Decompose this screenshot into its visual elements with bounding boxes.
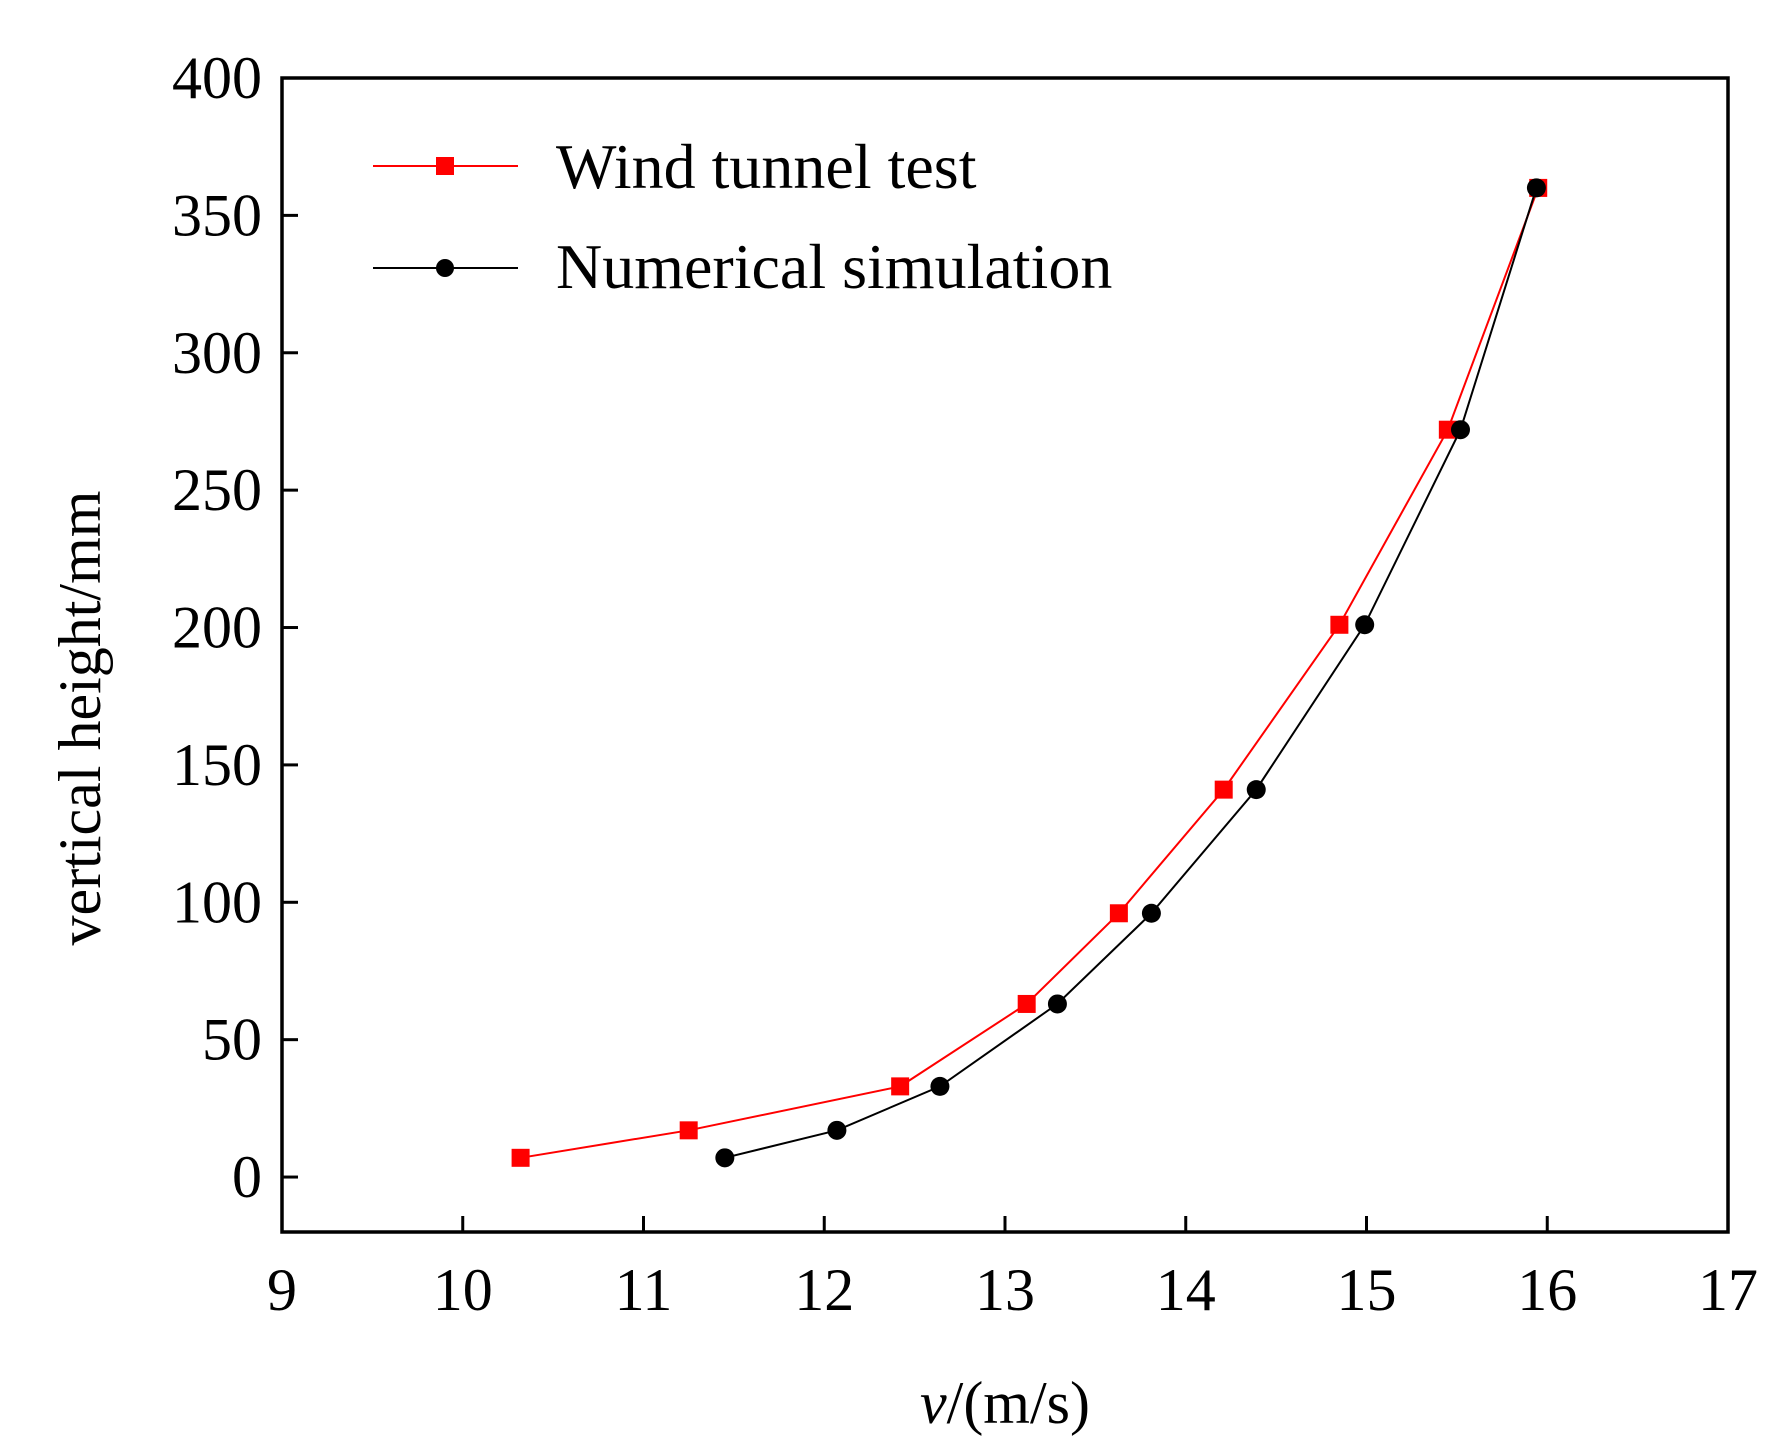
y-tick-label: 150 bbox=[172, 732, 262, 798]
legend-marker-wind-tunnel bbox=[436, 157, 454, 175]
legend-label-wind-tunnel: Wind tunnel test bbox=[556, 131, 977, 202]
data-point-numerical-simulation bbox=[715, 1148, 735, 1168]
y-tick-label: 300 bbox=[172, 320, 262, 386]
x-tick-label: 15 bbox=[1337, 1257, 1397, 1323]
x-tick-label: 10 bbox=[433, 1257, 493, 1323]
x-tick-label: 16 bbox=[1517, 1257, 1577, 1323]
data-point-wind-tunnel-test bbox=[679, 1121, 698, 1140]
data-point-numerical-simulation bbox=[1141, 903, 1161, 923]
data-point-numerical-simulation bbox=[1526, 178, 1546, 198]
data-point-numerical-simulation bbox=[930, 1076, 950, 1096]
x-tick-label: 11 bbox=[615, 1257, 673, 1323]
x-tick-label: 12 bbox=[794, 1257, 854, 1323]
legend-marker-numerical-simulation bbox=[436, 259, 454, 277]
x-tick-label: 14 bbox=[1156, 1257, 1216, 1323]
data-point-numerical-simulation bbox=[1246, 780, 1266, 800]
y-tick-label: 400 bbox=[172, 45, 262, 111]
data-point-wind-tunnel-test bbox=[1109, 904, 1128, 923]
x-axis-title-unit: /(m/s) bbox=[947, 1370, 1090, 1436]
y-tick-label: 350 bbox=[172, 182, 262, 248]
y-tick-label: 50 bbox=[202, 1007, 262, 1073]
data-point-numerical-simulation bbox=[1450, 420, 1470, 440]
y-tick-label: 0 bbox=[232, 1144, 262, 1210]
x-axis-title-variable: v bbox=[920, 1370, 947, 1436]
data-point-wind-tunnel-test bbox=[511, 1148, 530, 1167]
legend: Wind tunnel test Numerical simulation bbox=[373, 131, 1112, 302]
x-tick-label: 17 bbox=[1698, 1257, 1758, 1323]
x-axis-title: v/(m/s) bbox=[920, 1370, 1090, 1436]
data-point-wind-tunnel-test bbox=[1017, 994, 1036, 1013]
y-tick-label: 250 bbox=[172, 457, 262, 523]
data-point-numerical-simulation bbox=[827, 1120, 847, 1140]
series-layer bbox=[511, 178, 1548, 1168]
y-tick-label: 200 bbox=[172, 595, 262, 661]
x-tick-label: 9 bbox=[267, 1257, 297, 1323]
data-point-wind-tunnel-test bbox=[891, 1077, 910, 1096]
data-point-wind-tunnel-test bbox=[1214, 780, 1233, 799]
y-tick-label: 100 bbox=[172, 869, 262, 935]
x-tick-label: 13 bbox=[975, 1257, 1035, 1323]
data-point-numerical-simulation bbox=[1355, 615, 1375, 635]
y-axis-title: vertical height/mm bbox=[47, 491, 113, 946]
legend-label-numerical-simulation: Numerical simulation bbox=[556, 231, 1112, 302]
x-axis: 9 10 11 12 13 14 15 16 17 bbox=[267, 1216, 1758, 1323]
data-point-wind-tunnel-test bbox=[1330, 615, 1349, 634]
series-line-numerical-simulation bbox=[724, 187, 1538, 1159]
data-point-numerical-simulation bbox=[1047, 994, 1067, 1014]
y-axis: 0 50 100 150 200 250 300 350 400 bbox=[172, 45, 298, 1210]
